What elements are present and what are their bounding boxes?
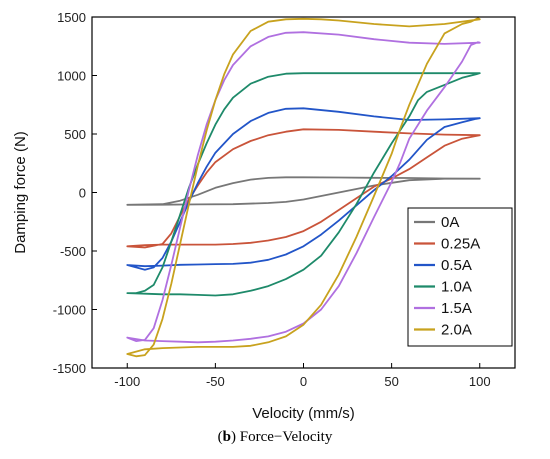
- x-tick-label: 50: [384, 374, 398, 389]
- x-axis-title: Velocity (mm/s): [252, 405, 355, 422]
- series-line-4: [126, 31, 481, 344]
- series-line-0: [126, 176, 481, 206]
- legend-label-1: 0.25A: [441, 236, 480, 253]
- x-tick-label: -50: [206, 374, 225, 389]
- y-tick-label: -1000: [53, 303, 86, 318]
- y-axis: -1500 -1000 -500 0 500 1000 1500: [53, 10, 97, 376]
- y-axis-title: Damping force (N): [12, 131, 29, 254]
- series-line-5: [126, 17, 481, 358]
- series-line-1: [126, 128, 481, 249]
- legend-label-0: 0A: [441, 214, 459, 231]
- y-tick-label: 1500: [57, 10, 86, 25]
- legend-label-2: 0.5A: [441, 257, 472, 274]
- caption-letter: b: [223, 429, 231, 445]
- caption-title: ) Force−Velocity: [231, 429, 333, 445]
- y-tick-label: -1500: [53, 361, 86, 376]
- plot-content: [126, 17, 481, 358]
- x-tick-label: -100: [114, 374, 140, 389]
- legend-label-3: 1.0A: [441, 279, 472, 296]
- x-axis: -100 -50 0 50 100: [114, 363, 491, 389]
- legend-box: [407, 207, 513, 347]
- legend-label-5: 2.0A: [441, 322, 472, 339]
- legend-items: 0A 0.25A 0.5A 1.0A 1.5A 2.0A: [414, 214, 480, 339]
- caption-open-paren: (: [218, 429, 223, 445]
- y-tick-label: 500: [64, 127, 86, 142]
- y-tick-label: 1000: [57, 69, 86, 84]
- x-tick-label: 0: [300, 374, 307, 389]
- figure-caption: (b) Force−Velocity: [218, 429, 333, 445]
- y-tick-label: -500: [60, 244, 86, 259]
- legend-label-4: 1.5A: [441, 300, 472, 317]
- y-tick-label: 0: [79, 186, 86, 201]
- legend: 0A 0.25A 0.5A 1.0A 1.5A 2.0A: [407, 207, 513, 347]
- x-tick-label: 100: [469, 374, 491, 389]
- series-line-2: [126, 107, 481, 271]
